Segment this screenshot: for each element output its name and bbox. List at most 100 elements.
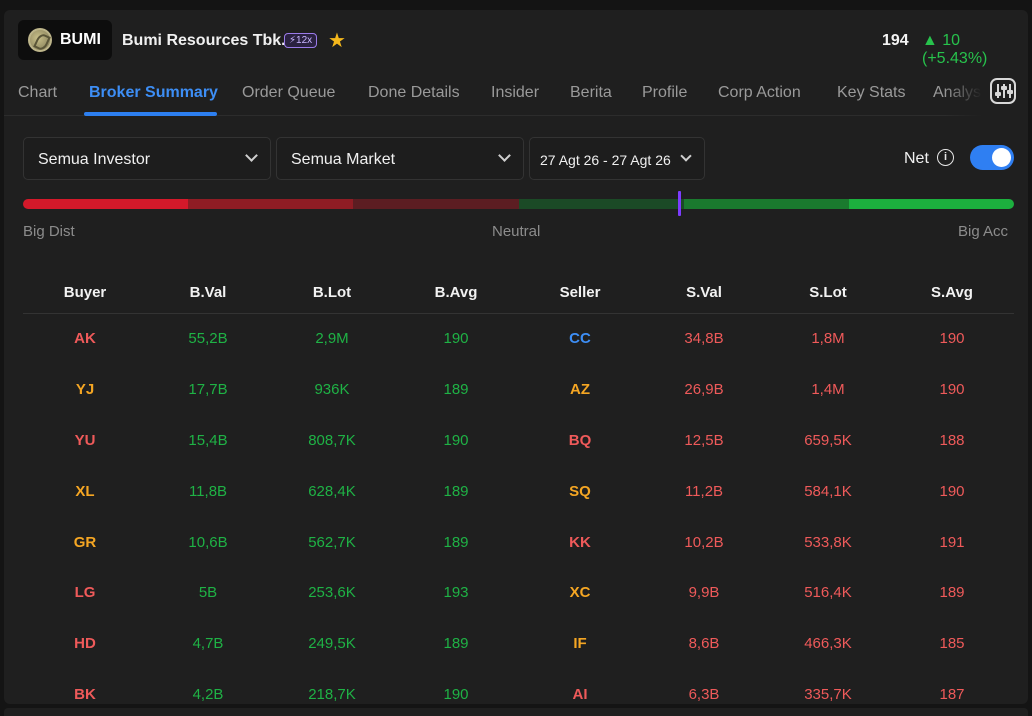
buyer-code[interactable]: LG bbox=[74, 584, 96, 601]
sell-avg: 189 bbox=[939, 584, 965, 601]
buyer-code[interactable]: YJ bbox=[75, 381, 95, 398]
tab-profile[interactable]: Profile bbox=[642, 84, 688, 101]
scale-segment bbox=[848, 199, 1014, 209]
star-icon[interactable]: ★ bbox=[328, 30, 346, 52]
table-row[interactable]: YJ 17,7B 936K 189 AZ 26,9B 1,4M 190 bbox=[23, 381, 1014, 431]
table-row[interactable]: BK 4,2B 218,7K 190 AI 6,3B 335,7K 187 bbox=[23, 686, 1014, 704]
sell-avg: 187 bbox=[939, 686, 965, 703]
next-panel-edge bbox=[4, 708, 1028, 716]
sell-value: 8,6B bbox=[688, 635, 720, 652]
sell-value: 34,8B bbox=[684, 330, 724, 347]
sell-lot: 335,7K bbox=[804, 686, 852, 703]
sliders-icon[interactable] bbox=[990, 78, 1016, 104]
buy-value: 10,6B bbox=[188, 534, 228, 551]
company-name: Bumi Resources Tbk. bbox=[122, 32, 286, 49]
tab-broker-summary[interactable]: Broker Summary bbox=[89, 84, 218, 101]
date-range-value: 27 Agt 26 - 27 Agt 26 bbox=[540, 152, 671, 168]
tab-insider[interactable]: Insider bbox=[491, 84, 540, 101]
scale-label-big-acc: Big Acc bbox=[958, 223, 1009, 240]
scale-segment bbox=[23, 199, 189, 209]
tab-key-stats[interactable]: Key Stats bbox=[837, 84, 906, 101]
buy-value: 4,2B bbox=[192, 686, 224, 703]
buy-avg: 189 bbox=[443, 483, 469, 500]
tab-chart[interactable]: Chart bbox=[18, 84, 58, 101]
buy-value: 17,7B bbox=[188, 381, 228, 398]
scale-segment bbox=[353, 199, 519, 209]
sell-lot: 533,8K bbox=[804, 534, 852, 551]
buyer-code[interactable]: HD bbox=[74, 635, 96, 652]
buy-value: 11,8B bbox=[188, 483, 228, 500]
tab-order-queue[interactable]: Order Queue bbox=[242, 84, 336, 101]
seller-code[interactable]: AZ bbox=[570, 381, 590, 398]
seller-code[interactable]: SQ bbox=[569, 483, 591, 500]
market-filter-dropdown[interactable]: Semua Market bbox=[276, 137, 524, 180]
col-savg: S.Avg bbox=[931, 284, 973, 301]
seller-code[interactable]: XC bbox=[569, 584, 591, 601]
leverage-badge: ⚡12x bbox=[284, 33, 318, 48]
investor-filter-value: Semua Investor bbox=[38, 151, 151, 168]
buy-value: 5B bbox=[198, 584, 218, 601]
buy-avg: 193 bbox=[443, 584, 469, 601]
buy-lot: 936K bbox=[314, 381, 350, 398]
tab-bar: Chart Broker Summary Order Queue Done De… bbox=[4, 68, 1028, 116]
buyer-code[interactable]: GR bbox=[73, 534, 97, 551]
buy-avg: 190 bbox=[443, 330, 469, 347]
table-row[interactable]: XL 11,8B 628,4K 189 SQ 11,2B 584,1K 190 bbox=[23, 483, 1014, 533]
tab-done-details[interactable]: Done Details bbox=[368, 84, 460, 101]
net-toggle[interactable] bbox=[970, 145, 1014, 170]
scale-segment bbox=[683, 199, 849, 209]
info-icon[interactable]: i bbox=[937, 149, 954, 166]
sell-lot: 1,8M bbox=[811, 330, 845, 347]
tab-berita[interactable]: Berita bbox=[570, 84, 612, 101]
scale-label-neutral: Neutral bbox=[492, 223, 541, 240]
seller-code[interactable]: BQ bbox=[568, 432, 592, 449]
sell-value: 6,3B bbox=[688, 686, 720, 703]
table-row[interactable]: LG 5B 253,6K 193 XC 9,9B 516,4K 189 bbox=[23, 584, 1014, 634]
sell-avg: 190 bbox=[939, 330, 965, 347]
scale-marker bbox=[678, 191, 681, 216]
col-bavg: B.Avg bbox=[434, 284, 478, 301]
buy-avg: 190 bbox=[443, 686, 469, 703]
table-row[interactable]: YU 15,4B 808,7K 190 BQ 12,5B 659,5K 188 bbox=[23, 432, 1014, 482]
tab-corp-action[interactable]: Corp Action bbox=[718, 84, 801, 101]
scale-label-big-dist: Big Dist bbox=[23, 223, 75, 240]
col-slot: S.Lot bbox=[809, 284, 847, 301]
buyer-code[interactable]: BK bbox=[74, 686, 96, 703]
sell-value: 9,9B bbox=[688, 584, 720, 601]
date-range-dropdown[interactable]: 27 Agt 26 - 27 Agt 26 bbox=[529, 137, 705, 180]
net-label: Net bbox=[904, 150, 929, 167]
price-change: ▲ 10 (+5.43%) bbox=[922, 32, 988, 67]
sell-avg: 191 bbox=[939, 534, 965, 551]
buyer-code[interactable]: XL bbox=[75, 483, 95, 500]
col-sval: S.Val bbox=[686, 284, 722, 301]
table-row[interactable]: AK 55,2B 2,9M 190 CC 34,8B 1,8M 190 bbox=[23, 330, 1014, 380]
market-filter-value: Semua Market bbox=[291, 151, 396, 168]
sell-lot: 466,3K bbox=[804, 635, 852, 652]
buy-avg: 189 bbox=[443, 534, 469, 551]
table-row[interactable]: GR 10,6B 562,7K 189 KK 10,2B 533,8K 191 bbox=[23, 534, 1014, 584]
buyer-code[interactable]: YU bbox=[74, 432, 96, 449]
investor-filter-dropdown[interactable]: Semua Investor bbox=[23, 137, 271, 180]
buy-value: 15,4B bbox=[188, 432, 228, 449]
sell-value: 12,5B bbox=[684, 432, 724, 449]
col-bval: B.Val bbox=[189, 284, 227, 301]
seller-code[interactable]: CC bbox=[569, 330, 591, 347]
sell-lot: 1,4M bbox=[811, 381, 845, 398]
buy-lot: 562,7K bbox=[308, 534, 356, 551]
stock-header: BUMI Bumi Resources Tbk. ⚡12x ★ 194 ▲ 10… bbox=[4, 10, 1028, 68]
seller-code[interactable]: KK bbox=[569, 534, 591, 551]
buyer-code[interactable]: AK bbox=[74, 330, 96, 347]
col-seller: Seller bbox=[559, 284, 601, 301]
ticker-symbol: BUMI bbox=[60, 31, 101, 48]
seller-code[interactable]: IF bbox=[573, 635, 587, 652]
chevron-down-icon bbox=[680, 150, 692, 162]
buy-lot: 249,5K bbox=[308, 635, 356, 652]
sell-lot: 516,4K bbox=[804, 584, 852, 601]
ticker-box[interactable]: BUMI bbox=[18, 20, 112, 60]
broker-table-header: Buyer B.Val B.Lot B.Avg Seller S.Val S.L… bbox=[23, 276, 1014, 314]
active-tab-indicator bbox=[84, 112, 217, 116]
seller-code[interactable]: AI bbox=[572, 686, 588, 703]
chevron-down-icon bbox=[498, 149, 511, 162]
table-row[interactable]: HD 4,7B 249,5K 189 IF 8,6B 466,3K 185 bbox=[23, 635, 1014, 685]
sell-avg: 188 bbox=[939, 432, 965, 449]
